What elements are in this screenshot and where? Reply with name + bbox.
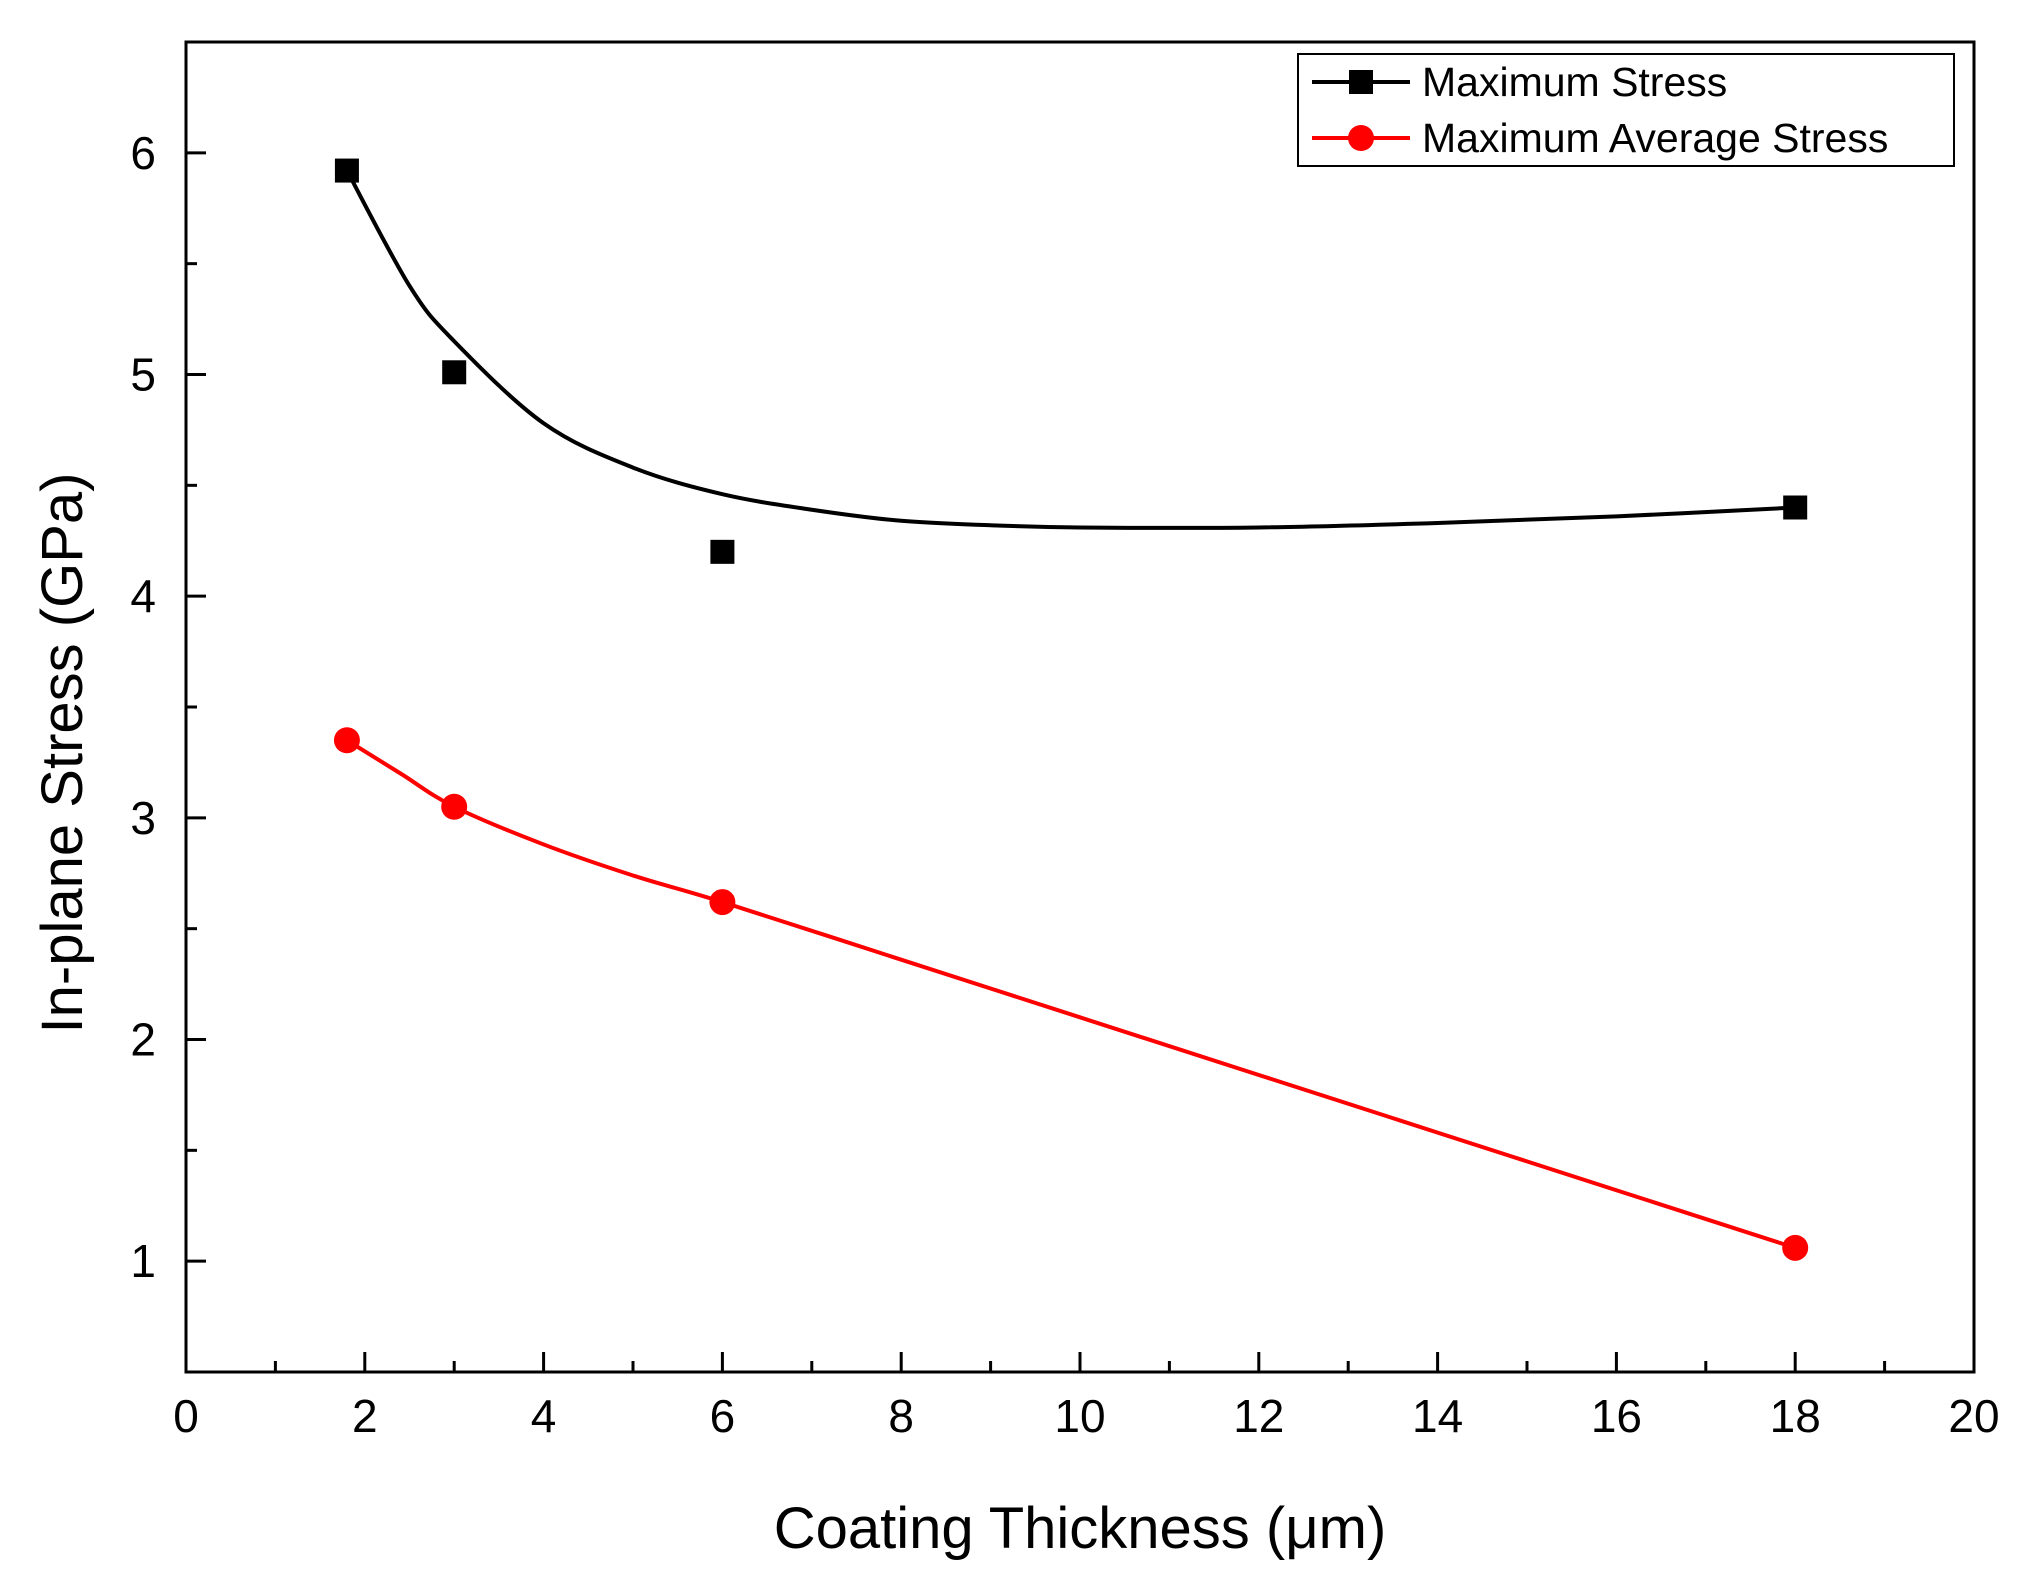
legend-marker-square bbox=[1349, 70, 1373, 94]
x-tick-label: 4 bbox=[531, 1390, 557, 1442]
data-point-circle bbox=[333, 727, 360, 754]
data-point-circle bbox=[441, 793, 468, 820]
x-tick-label: 10 bbox=[1054, 1390, 1105, 1442]
x-tick-label: 20 bbox=[1948, 1390, 1999, 1442]
x-tick-label: 14 bbox=[1412, 1390, 1463, 1442]
y-axis-title: In-plane Stress (GPa) bbox=[30, 473, 95, 1034]
y-tick-label: 1 bbox=[130, 1235, 156, 1287]
x-tick-label: 18 bbox=[1770, 1390, 1821, 1442]
x-tick-label: 6 bbox=[710, 1390, 736, 1442]
data-point-circle bbox=[1782, 1234, 1809, 1261]
x-tick-label: 0 bbox=[173, 1390, 199, 1442]
data-markers bbox=[333, 158, 1809, 1261]
y-tick-label: 4 bbox=[130, 570, 156, 622]
x-tick-label: 16 bbox=[1591, 1390, 1642, 1442]
legend-items: Maximum Stress Maximum Average Stress bbox=[1312, 59, 1888, 161]
legend-box bbox=[1297, 53, 1955, 167]
y-axis-tick-labels: 1 2 3 4 5 6 bbox=[130, 127, 156, 1287]
legend: Maximum Stress Maximum Average Stress bbox=[1297, 53, 1955, 167]
series-line-1 bbox=[345, 738, 1796, 1250]
fit-curves bbox=[345, 169, 1796, 1250]
data-point-square bbox=[1783, 495, 1808, 520]
series-line-0 bbox=[345, 169, 1796, 530]
data-point-square bbox=[442, 360, 467, 385]
x-axis-tick-labels: 0 2 4 6 8 10 12 14 16 18 20 bbox=[173, 1390, 1999, 1442]
y-axis-ticks bbox=[186, 40, 206, 1263]
x-axis-title: Coating Thickness (μm) bbox=[774, 1496, 1387, 1561]
data-point-square bbox=[710, 539, 735, 564]
x-tick-label: 8 bbox=[888, 1390, 914, 1442]
data-point-circle bbox=[709, 889, 736, 916]
y-tick-label: 2 bbox=[130, 1014, 156, 1066]
x-axis-ticks bbox=[184, 1352, 1976, 1372]
x-tick-label: 12 bbox=[1233, 1390, 1284, 1442]
y-tick-label: 3 bbox=[130, 792, 156, 844]
y-tick-label: 5 bbox=[130, 349, 156, 401]
legend-label: Maximum Stress bbox=[1422, 59, 1727, 105]
x-tick-label: 2 bbox=[352, 1390, 378, 1442]
legend-label: Maximum Average Stress bbox=[1422, 115, 1888, 161]
data-point-square bbox=[334, 158, 359, 183]
y-tick-label: 6 bbox=[130, 127, 156, 179]
legend-marker-circle bbox=[1348, 125, 1374, 151]
